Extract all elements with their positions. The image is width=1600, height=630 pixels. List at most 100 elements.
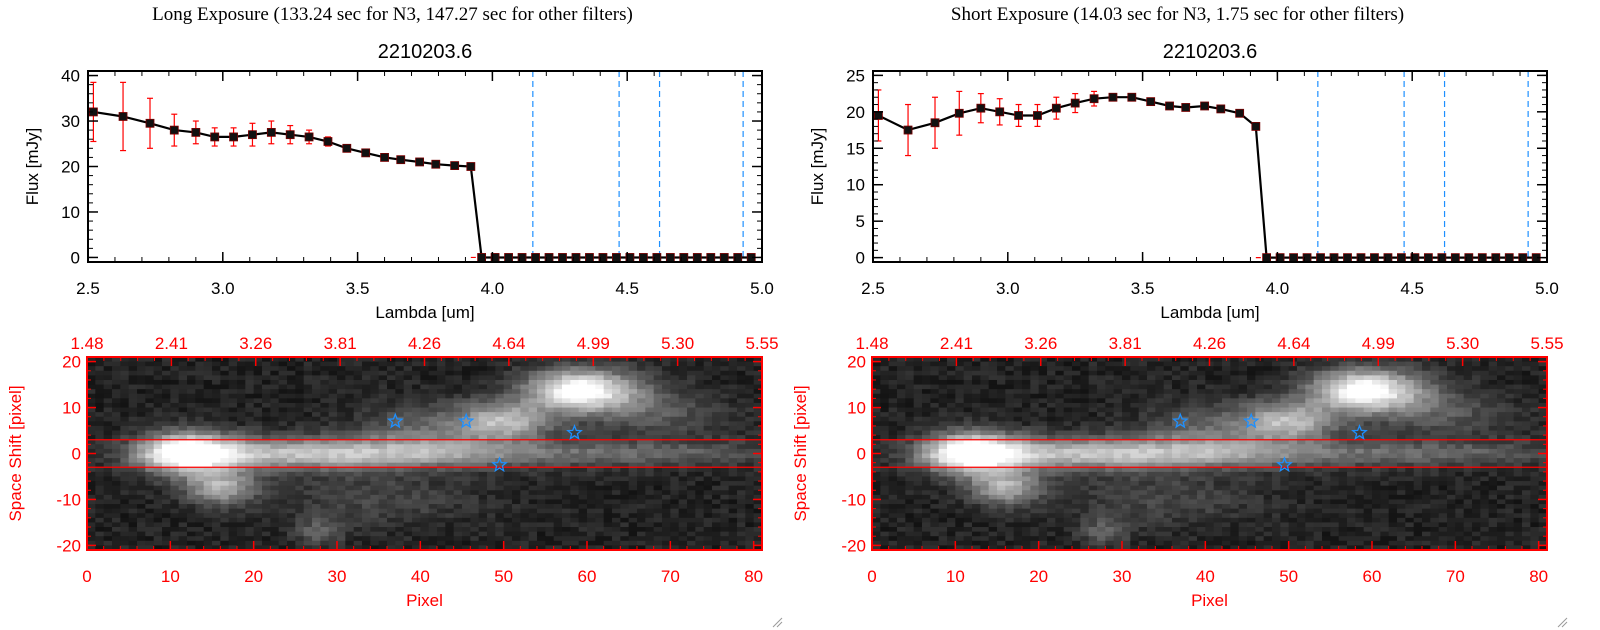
image-pixel <box>362 508 371 514</box>
image-pixel <box>1505 370 1515 376</box>
image-pixel <box>503 375 513 381</box>
x-tick-label: 3.0 <box>996 279 1020 298</box>
image-pixel <box>512 545 521 551</box>
image-pixel <box>578 357 588 363</box>
image-pixel <box>587 439 596 445</box>
image-pixel <box>1330 379 1340 386</box>
image-pixel <box>520 490 530 496</box>
image-pixel <box>453 370 463 376</box>
image-pixel <box>737 490 746 496</box>
image-pixel <box>228 545 238 551</box>
image-pixel <box>645 522 655 528</box>
image-pixel <box>897 407 906 413</box>
image-pixel <box>570 407 580 413</box>
flux-point <box>531 253 540 262</box>
image-pixel <box>1405 384 1415 390</box>
image-pixel <box>370 439 380 445</box>
image-pixel <box>528 444 538 450</box>
image-pixel <box>295 499 305 505</box>
image-pixel <box>678 430 688 436</box>
image-pixel <box>287 416 296 422</box>
image-pixel <box>495 421 505 427</box>
image-pixel <box>170 504 180 510</box>
image-pixel <box>1522 379 1531 386</box>
image-pixel <box>328 370 338 376</box>
image-pixel <box>553 398 563 404</box>
image-pixel <box>228 435 238 441</box>
image-pixel <box>162 435 171 441</box>
image-pixel <box>570 435 580 441</box>
image-pixel <box>687 375 696 381</box>
image-pixel <box>295 357 305 363</box>
image-pixel <box>412 393 421 399</box>
image-pixel <box>362 540 371 547</box>
image-pixel <box>1022 366 1031 372</box>
image-pixel <box>370 531 380 537</box>
image-pixel <box>963 375 973 381</box>
image-pixel <box>520 485 530 491</box>
image-pixel <box>988 389 998 395</box>
image-pixel <box>212 494 221 501</box>
image-pixel <box>328 444 338 450</box>
image-pixel <box>670 458 680 464</box>
image-pixel <box>628 527 638 533</box>
image-pixel <box>145 490 155 496</box>
image-pixel <box>562 517 571 524</box>
image-pixel <box>645 412 655 418</box>
image-pixel <box>337 379 346 386</box>
image-pixel <box>1163 393 1173 399</box>
image-pixel <box>487 522 496 528</box>
resize-grip-icon[interactable] <box>771 616 783 628</box>
image-pixel <box>95 421 105 427</box>
image-pixel <box>253 522 263 528</box>
image-pixel <box>503 425 513 432</box>
image-pixel <box>595 448 605 455</box>
image-pixel <box>695 379 705 386</box>
image-pixel <box>528 481 538 487</box>
image-pixel <box>603 402 613 409</box>
image-pixel <box>603 361 613 367</box>
image-pixel <box>947 407 956 413</box>
image-pixel <box>1080 361 1090 367</box>
image-pixel <box>1463 393 1473 399</box>
image-pixel <box>212 481 221 487</box>
image-pixel <box>603 357 613 363</box>
image-pixel <box>187 508 196 514</box>
image-pixel <box>578 458 588 464</box>
image-pixel <box>178 444 188 450</box>
image-pixel <box>187 476 196 482</box>
image-pixel <box>153 366 163 372</box>
image-pixel <box>712 421 721 427</box>
image-pixel <box>1013 366 1023 372</box>
image-pixel <box>662 389 671 395</box>
image-pixel <box>103 490 113 496</box>
image-pixel <box>980 366 990 372</box>
image-pixel <box>728 439 738 445</box>
image-pixel <box>112 453 121 459</box>
image-pixel <box>228 504 238 510</box>
image-pixel <box>537 485 546 491</box>
image-pixel <box>1238 389 1248 395</box>
image-pixel <box>445 389 455 395</box>
image-pixel <box>687 531 696 537</box>
image-pixel <box>295 467 305 473</box>
image-pixel <box>353 531 363 537</box>
image-pixel <box>270 361 280 367</box>
image-pixel <box>528 398 538 404</box>
image-pixel <box>187 444 196 450</box>
image-pixel <box>295 439 305 445</box>
image-pixel <box>545 361 555 367</box>
image-pixel <box>345 527 355 533</box>
image-pixel <box>1063 402 1073 409</box>
image-pixel <box>712 490 721 496</box>
image-pixel <box>753 453 763 459</box>
image-pixel <box>428 458 438 464</box>
image-pixel <box>1538 361 1548 367</box>
image-pixel <box>1538 393 1548 399</box>
image-pixel <box>270 366 280 372</box>
image-pixels <box>872 357 1548 551</box>
image-pixel <box>880 366 890 372</box>
image-pixel <box>662 430 671 436</box>
image-pixel <box>328 421 338 427</box>
image-pixel <box>287 389 296 395</box>
